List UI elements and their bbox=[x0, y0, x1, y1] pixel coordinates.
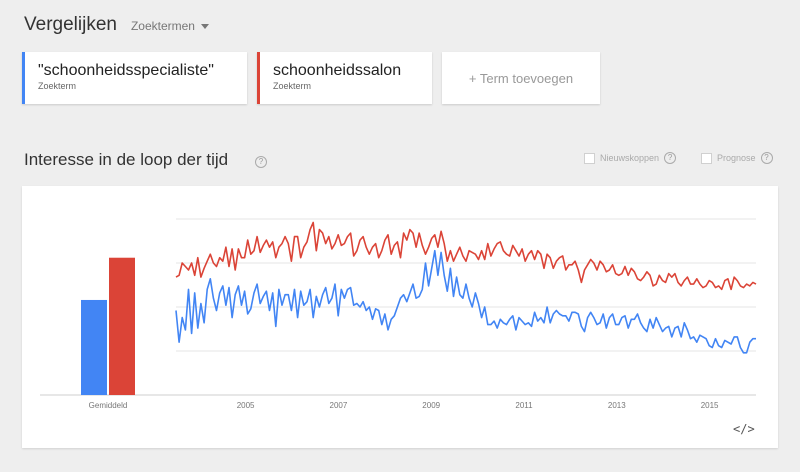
search-terms-dropdown[interactable]: Zoektermen bbox=[131, 19, 209, 33]
section-title: Interesse in de loop der tijd bbox=[24, 150, 229, 169]
x-tick-label: 2009 bbox=[422, 401, 440, 410]
term-color-stripe bbox=[257, 52, 260, 104]
series-line bbox=[175, 249, 756, 354]
news-checkbox[interactable] bbox=[584, 152, 595, 164]
term-cards: "schoonheidsspecialiste" Zoekterm schoon… bbox=[22, 52, 610, 104]
term-color-stripe bbox=[22, 52, 25, 104]
add-term-label: + Term toevoegen bbox=[468, 70, 574, 86]
dropdown-label: Zoektermen bbox=[130, 19, 195, 33]
embed-code-icon[interactable]: </> bbox=[733, 422, 755, 436]
question-icon[interactable]: ? bbox=[664, 152, 677, 164]
forecast-option[interactable]: Prognose ? bbox=[701, 152, 773, 164]
interest-over-time-chart: Gemiddeld 2005 2007 2009 2011 2013 2015 </> bbox=[22, 186, 778, 448]
x-tick-label: 2005 bbox=[237, 401, 255, 410]
x-tick-label: 2015 bbox=[701, 401, 719, 410]
term-card-1[interactable]: "schoonheidsspecialiste" Zoekterm bbox=[22, 52, 247, 104]
news-label: Nieuwskoppen bbox=[600, 153, 660, 163]
chart-canvas: Gemiddeld 2005 2007 2009 2011 2013 2015 bbox=[40, 218, 757, 410]
forecast-checkbox[interactable] bbox=[701, 152, 712, 164]
term-label: "schoonheidsspecialiste" bbox=[38, 62, 214, 79]
x-tick-label: 2011 bbox=[515, 401, 533, 410]
x-tick-label: 2007 bbox=[330, 401, 348, 410]
question-icon[interactable]: ? bbox=[760, 152, 773, 164]
forecast-label: Prognose bbox=[717, 153, 756, 163]
term-label: schoonheidssalon bbox=[273, 62, 402, 79]
series-line bbox=[175, 221, 757, 291]
average-bar bbox=[109, 257, 135, 395]
caret-down-icon bbox=[200, 23, 209, 29]
news-headlines-option[interactable]: Nieuwskoppen ? bbox=[584, 152, 677, 164]
term-card-2[interactable]: schoonheidssalon Zoekterm bbox=[257, 52, 432, 104]
add-term-button[interactable]: + Term toevoegen bbox=[442, 52, 600, 104]
average-bar bbox=[81, 299, 107, 395]
page-title: Vergelijken bbox=[24, 14, 117, 35]
x-tick-label: 2013 bbox=[608, 401, 626, 410]
question-icon[interactable]: ? bbox=[255, 156, 267, 168]
header: Vergelijken Zoektermen bbox=[24, 14, 209, 36]
average-label: Gemiddeld bbox=[89, 401, 128, 410]
term-type: Zoekterm bbox=[38, 81, 77, 91]
term-type: Zoekterm bbox=[273, 81, 312, 91]
